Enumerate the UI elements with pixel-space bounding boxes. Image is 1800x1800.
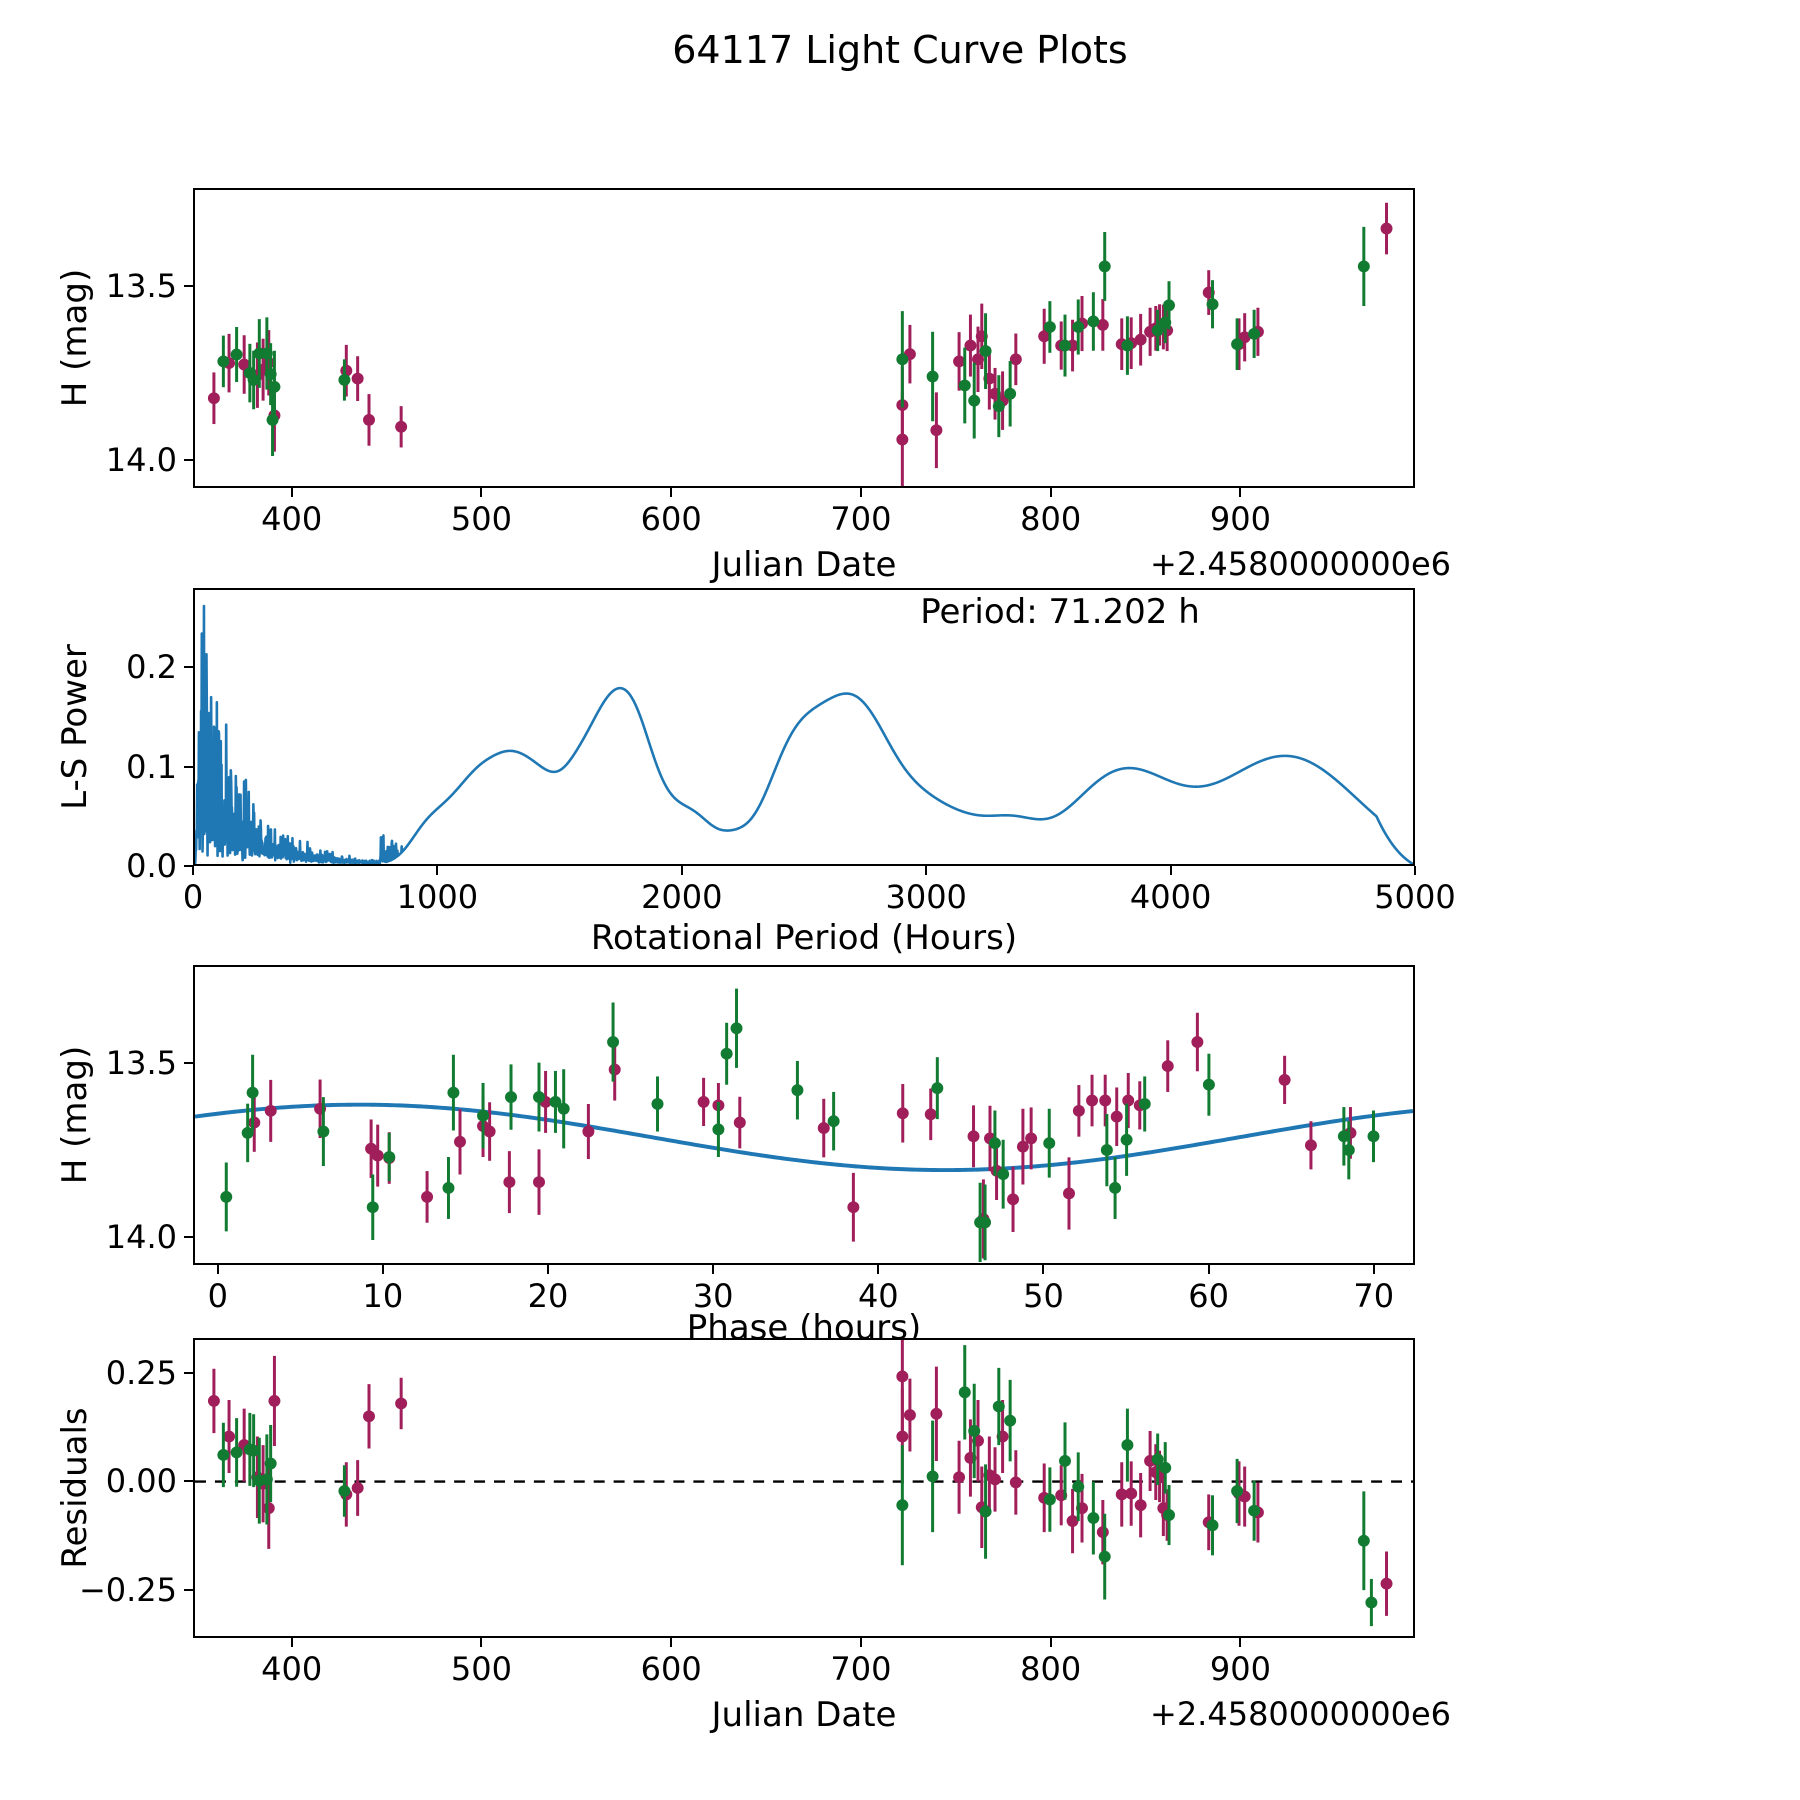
x-tick-mark	[877, 1265, 880, 1274]
x-tick-label: 70	[1353, 1277, 1395, 1315]
y-tick-mark	[184, 459, 193, 462]
y-tick-mark	[184, 865, 193, 867]
x-tick-mark	[1042, 1265, 1045, 1274]
x-tick-label: 3000	[885, 878, 967, 916]
x-tick-label: 0	[207, 1277, 228, 1315]
x-tick-label: 500	[450, 1650, 512, 1688]
x-tick-mark	[436, 866, 439, 875]
axis-label-y-panel4: Residuals	[55, 1407, 95, 1569]
x-tick-label: 400	[261, 1650, 323, 1688]
y-tick-label: 0.25	[105, 1353, 177, 1392]
x-tick-mark	[670, 1638, 673, 1647]
y-tick-label: 0.0	[126, 847, 177, 885]
x-tick-label: 600	[640, 500, 702, 538]
y-tick-mark	[184, 1061, 193, 1064]
x-tick-label: 800	[1020, 500, 1082, 538]
x-tick-mark	[381, 1265, 384, 1274]
x-tick-label: 900	[1209, 1650, 1271, 1688]
x-tick-label: 60	[1188, 1277, 1229, 1315]
y-tick-label: 14.0	[105, 1218, 177, 1257]
x-tick-mark	[1239, 488, 1242, 497]
x-tick-label: 40	[857, 1277, 899, 1315]
x-tick-label: 2000	[641, 878, 723, 916]
x-tick-label: 0	[182, 878, 204, 916]
x-tick-mark	[680, 866, 683, 875]
series-series_a	[248, 1012, 1357, 1259]
x-tick-mark	[547, 1265, 550, 1274]
phase-folded-canvas	[195, 988, 1413, 1262]
x-tick-label: 1000	[396, 878, 479, 916]
y-tick-mark	[184, 1371, 193, 1374]
series-series_a	[207, 1340, 1393, 1616]
x-tick-mark	[1207, 1265, 1210, 1274]
x-tick-label: 10	[362, 1277, 404, 1315]
y-tick-label: 14.0	[105, 441, 177, 480]
residuals-canvas	[195, 1340, 1413, 1627]
y-tick-mark	[184, 765, 193, 768]
x-tick-mark	[859, 1638, 862, 1647]
x-tick-label: 700	[830, 1650, 892, 1688]
series-series_b	[217, 1345, 1378, 1627]
x-tick-mark	[712, 1265, 715, 1274]
y-tick-mark	[184, 1480, 193, 1483]
x-tick-label: 400	[261, 500, 323, 538]
x-tick-label: 4000	[1129, 878, 1212, 916]
series-series_b	[217, 226, 1370, 457]
x-tick-mark	[1169, 866, 1172, 875]
x-tick-mark	[859, 488, 862, 497]
x-tick-label: 50	[1023, 1277, 1064, 1315]
periodogram-title: Period: 71.202 h	[920, 592, 1200, 632]
y-tick-mark	[184, 666, 193, 669]
x-tick-label: 30	[692, 1277, 734, 1315]
x-tick-mark	[290, 1638, 293, 1647]
x-tick-label: 500	[450, 500, 512, 538]
x-tick-mark	[216, 1265, 219, 1274]
y-tick-label: 13.5	[105, 266, 177, 305]
x-offset-text-panel4: +2.4580000000e6	[1150, 1695, 1451, 1733]
y-tick-mark	[184, 284, 193, 287]
lightcurve-timeseries-canvas	[207, 202, 1393, 486]
figure-title: 64117 Light Curve Plots	[672, 28, 1128, 72]
x-tick-mark	[925, 866, 928, 875]
x-tick-mark	[290, 488, 293, 497]
x-tick-label: 800	[1020, 1650, 1082, 1688]
x-tick-mark	[480, 488, 483, 497]
x-tick-mark	[480, 1638, 483, 1647]
axis-label-x-panel1: Julian Date	[711, 545, 897, 585]
y-tick-label: 13.5	[105, 1043, 177, 1082]
plot-area-residuals[interactable]	[193, 1338, 1415, 1638]
x-tick-mark	[670, 488, 673, 497]
x-tick-mark	[192, 866, 194, 875]
y-tick-label: 0.00	[105, 1462, 177, 1501]
x-tick-label: 900	[1209, 500, 1271, 538]
y-tick-mark	[184, 1236, 193, 1239]
x-tick-mark	[1049, 488, 1052, 497]
x-tick-label: 5000	[1374, 878, 1456, 916]
x-tick-label: 600	[640, 1650, 702, 1688]
x-tick-mark	[1239, 1638, 1242, 1647]
plot-area-periodogram[interactable]	[193, 588, 1415, 866]
periodogram-canvas	[195, 604, 1413, 864]
y-tick-mark	[184, 1589, 193, 1592]
y-tick-label: 0.1	[126, 747, 177, 786]
x-tick-label: 20	[527, 1277, 569, 1315]
x-tick-label: 700	[830, 500, 892, 538]
y-tick-label: 0.2	[126, 648, 177, 687]
series-series_b	[220, 988, 1380, 1262]
plot-area-lightcurve-timeseries[interactable]	[193, 188, 1415, 488]
y-tick-label: −0.25	[78, 1571, 177, 1610]
plot-area-phase-folded[interactable]	[193, 965, 1415, 1265]
x-offset-text-panel1: +2.4580000000e6	[1150, 545, 1451, 583]
axis-label-x-panel2: Rotational Period (Hours)	[590, 918, 1018, 958]
x-tick-mark	[1372, 1265, 1375, 1274]
axis-label-x-panel4: Julian Date	[711, 1695, 897, 1735]
x-tick-mark	[1049, 1638, 1052, 1647]
x-tick-mark	[1414, 866, 1416, 875]
